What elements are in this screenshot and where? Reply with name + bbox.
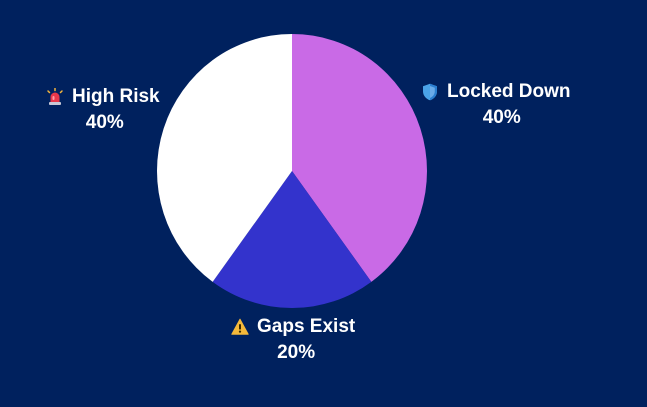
slice-value-high-risk: 40% [85, 112, 124, 133]
legend-label-high-risk: High Risk 40% [46, 84, 160, 136]
slice-value-locked-down: 40% [482, 107, 521, 128]
legend-label-locked-down: Locked Down 40% [421, 79, 571, 131]
slice-label-locked-down: Locked Down [447, 81, 571, 102]
slice-value-gaps-exist: 20% [277, 342, 316, 363]
siren-icon [47, 88, 63, 105]
slice-label-gaps-exist: Gaps Exist [257, 316, 356, 337]
slice-label-high-risk: High Risk [72, 86, 160, 107]
pie-slice-locked-down [292, 34, 427, 282]
pie-slice-high-risk [157, 34, 292, 282]
pie-slice-gaps-exist [212, 171, 372, 309]
warning-icon [231, 318, 249, 335]
legend-label-gaps-exist: Gaps Exist 20% [231, 314, 355, 366]
shield-icon [423, 83, 437, 101]
